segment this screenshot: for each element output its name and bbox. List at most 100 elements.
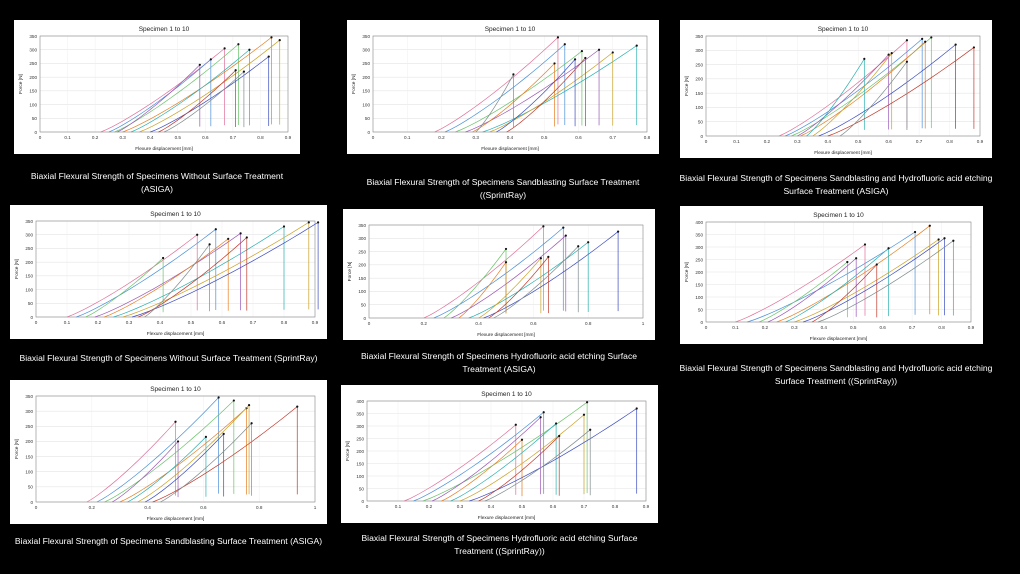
series-line-10 (475, 74, 514, 133)
fracture-point-3 (586, 401, 589, 404)
y-tick-label: 200 (25, 439, 33, 444)
x-axis-label: Flexure displacement [mm] (477, 332, 535, 338)
series-line-2 (413, 411, 545, 502)
x-tick-label: 0.2 (438, 135, 445, 140)
fracture-point-3 (846, 260, 849, 264)
x-tick-label: 0.3 (794, 139, 801, 144)
x-tick-label: 0.9 (977, 139, 984, 144)
series-line-1 (100, 47, 225, 133)
chart-title: Specimen 1 to 10 (481, 391, 532, 398)
x-tick-label: 0.7 (916, 139, 923, 144)
x-tick-label: 0.2 (421, 321, 428, 326)
y-tick-label: 250 (695, 257, 703, 262)
plot-area (39, 35, 289, 133)
plot-area (35, 220, 316, 318)
fracture-point-10 (952, 239, 955, 242)
x-tick-label: 0.4 (507, 135, 514, 140)
series-line-5 (119, 407, 247, 503)
fracture-point-10 (250, 422, 253, 425)
series-line-10 (484, 429, 591, 502)
y-tick-label: 350 (362, 34, 370, 39)
fracture-point-1 (556, 36, 560, 39)
x-axis-label: Flexure displacement [mm] (481, 146, 539, 152)
fracture-point-10 (208, 243, 211, 246)
x-tick-label: 0.7 (610, 135, 617, 140)
x-tick-label: 0.9 (285, 135, 292, 140)
y-tick-label: 350 (358, 223, 366, 228)
x-tick-label: 0.2 (95, 320, 102, 325)
y-tick-label: 300 (358, 236, 366, 241)
fracture-point-7 (247, 403, 251, 407)
fracture-point-4 (539, 416, 542, 419)
fracture-point-6 (863, 57, 866, 60)
series-line-6 (127, 436, 207, 503)
series-line-5 (776, 225, 931, 323)
y-tick-label: 350 (29, 34, 37, 39)
chart-title: Specimen 1 to 10 (150, 386, 201, 393)
fracture-point-9 (547, 255, 550, 258)
x-tick-label: 0.4 (144, 505, 151, 510)
chart-title: Specimen 1 to 10 (818, 26, 869, 33)
fracture-point-1 (223, 47, 226, 50)
x-tick-label: 0 (372, 135, 375, 140)
series-line-3 (114, 43, 239, 133)
fracture-point-6 (555, 422, 558, 425)
fracture-point-9 (296, 405, 299, 408)
y-tick-label: 0 (30, 500, 33, 505)
fracture-point-1 (174, 420, 177, 423)
y-axis-label: Force [N] (684, 76, 690, 96)
series-line-9 (478, 435, 560, 502)
chart-caption-d: Biaxial Flexural Strength of Specimens W… (19, 353, 318, 363)
x-tick-label: 0.6 (200, 505, 207, 510)
plot-area (705, 221, 972, 323)
y-axis-label: Force [N] (14, 439, 20, 459)
y-tick-label: 0 (367, 130, 370, 135)
y-tick-label: 50 (698, 307, 704, 312)
fracture-point-10 (242, 70, 246, 73)
fracture-point-4 (887, 53, 890, 56)
chart-panel-d: Specimen 1 to 10 0 50 100 150 200 250 300 350 0 0.… (10, 205, 327, 339)
x-tick-label: 0.9 (312, 320, 319, 325)
chart-svg-d: Specimen 1 to 10 0 50 100 150 200 250 300 350 0 0.… (14, 211, 320, 337)
fracture-point-7 (278, 39, 281, 42)
series-line-3 (104, 399, 235, 503)
y-tick-label: 300 (695, 245, 703, 250)
y-tick-label: 200 (362, 75, 370, 80)
x-tick-label: 0 (366, 504, 369, 509)
y-tick-label: 150 (362, 89, 370, 94)
y-axis-label: Force [N] (345, 441, 351, 461)
y-tick-label: 200 (25, 260, 33, 265)
series-line-8 (496, 58, 576, 133)
fracture-point-1 (863, 243, 867, 246)
series-line-5 (458, 261, 507, 319)
fracture-point-2 (921, 37, 924, 40)
fracture-point-1 (196, 233, 199, 236)
x-tick-label: 0.9 (643, 504, 650, 509)
fracture-point-9 (558, 434, 561, 438)
y-tick-label: 100 (29, 102, 37, 107)
chart-panel-f: Specimen 1 to 10 0 50 100 150 200 250 300 350 400… (680, 206, 983, 344)
chart-panel-c: Specimen 1 to 10 0 50 100 150 200 250 300 350 0 0.… (680, 20, 992, 158)
x-tick-label: 0.8 (281, 320, 288, 325)
x-tick-label: 0.3 (119, 135, 126, 140)
x-axis-label: Flexure displacement [mm] (147, 331, 205, 337)
fracture-point-7 (611, 51, 614, 54)
y-axis-label: Force [N] (18, 74, 24, 94)
y-tick-label: 300 (25, 233, 33, 238)
y-tick-label: 400 (356, 399, 364, 404)
series-line-4 (451, 234, 567, 319)
y-tick-label: 150 (25, 454, 33, 459)
x-tick-label: 0.8 (938, 325, 945, 330)
series-line-8 (818, 43, 956, 137)
fracture-point-5 (924, 40, 927, 43)
x-tick-label: 0.4 (821, 325, 828, 330)
x-tick-label: 0.6 (219, 320, 226, 325)
series-line-5 (800, 40, 926, 137)
series-line-3 (422, 401, 588, 502)
x-tick-label: 0.1 (732, 325, 739, 330)
x-tick-label: 0.3 (473, 135, 480, 140)
x-tick-label: 0.6 (550, 504, 557, 509)
chart-svg-h: Specimen 1 to 10 0 50 100 150 200 250 300 350 400… (345, 391, 650, 521)
series-line-2 (444, 43, 566, 133)
series-line-9 (488, 255, 549, 319)
